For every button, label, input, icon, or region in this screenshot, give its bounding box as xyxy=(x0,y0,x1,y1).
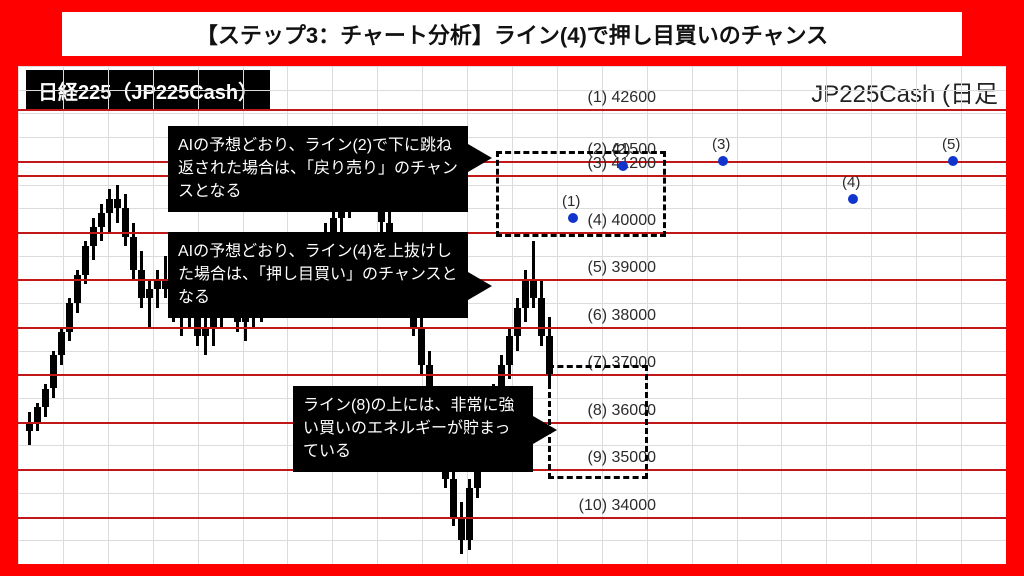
price-line-label: (10) 34000 xyxy=(579,497,656,515)
grid-line-v xyxy=(108,66,109,564)
highlight-box xyxy=(548,365,648,479)
price-line: (10) 34000 xyxy=(18,517,1006,519)
candlestick xyxy=(60,327,63,365)
candlestick xyxy=(100,204,103,242)
callout-c2: AIの予想どおり、ライン(2)で下に跳ね返された場合は、「戻り売り」のチャンスと… xyxy=(168,126,468,212)
candlestick xyxy=(76,270,79,313)
grid-line-v xyxy=(63,66,64,564)
grid-line-v xyxy=(18,66,19,564)
price-line: (1) 42600 xyxy=(18,109,1006,111)
prediction-dot-label: (5) xyxy=(942,136,960,153)
prediction-dot: (1) xyxy=(568,213,578,223)
prediction-dot-label: (2) xyxy=(612,141,630,158)
candlestick xyxy=(84,241,87,284)
prediction-dot: (5) xyxy=(948,156,958,166)
callout-arrow-icon xyxy=(533,416,557,444)
price-line: (6) 38000 xyxy=(18,327,1006,329)
candlestick xyxy=(156,270,159,308)
callout-c8: ライン(8)の上には、非常に強い買いのエネルギーが貯まっている xyxy=(293,386,533,472)
candlestick xyxy=(116,185,119,223)
grid-line-v xyxy=(153,66,154,564)
price-line-label: (6) 38000 xyxy=(588,307,657,325)
grid-line-v xyxy=(961,66,962,564)
callout-arrow-icon xyxy=(468,272,492,300)
prediction-dot: (3) xyxy=(718,156,728,166)
prediction-dot-label: (1) xyxy=(562,193,580,210)
price-line: (7) 37000 xyxy=(18,374,1006,376)
candlestick xyxy=(68,298,71,341)
price-line-label: (1) 42600 xyxy=(588,89,657,107)
candlestick xyxy=(524,270,527,322)
candlestick xyxy=(164,256,167,299)
chart-area: 日経225（JP225Cash） JP225Cash (日足 (1) 42600… xyxy=(18,66,1006,564)
callout-c4: AIの予想どおり、ライン(4)を上抜けした場合は、「押し目買い」のチャンスとなる xyxy=(168,232,468,318)
candlestick xyxy=(148,279,151,326)
grid-line-v xyxy=(871,66,872,564)
page-title: 【ステップ3：チャート分析】ライン(4)で押し目買いのチャンス xyxy=(62,12,962,56)
candlestick xyxy=(460,502,463,554)
prediction-dot-label: (4) xyxy=(842,174,860,191)
frame: 【ステップ3：チャート分析】ライン(4)で押し目買いのチャンス 日経225（JP… xyxy=(0,0,1024,576)
grid-line-v xyxy=(916,66,917,564)
candlestick xyxy=(468,479,471,550)
candlestick xyxy=(508,327,511,379)
candlestick xyxy=(92,218,95,261)
grid-line-v xyxy=(826,66,827,564)
candlestick xyxy=(36,403,39,431)
candlestick xyxy=(532,241,535,307)
grid-line-v xyxy=(512,66,513,564)
grid-line-v xyxy=(737,66,738,564)
candlestick xyxy=(44,384,47,417)
candlestick xyxy=(204,317,207,355)
grid-line-v xyxy=(557,66,558,564)
price-line: (5) 39000 xyxy=(18,279,1006,281)
highlight-box xyxy=(496,151,666,236)
prediction-dot: (4) xyxy=(848,194,858,204)
candlestick xyxy=(28,412,31,445)
symbol-timeframe: JP225Cash (日足 xyxy=(811,74,998,109)
prediction-dot-label: (3) xyxy=(712,136,730,153)
prediction-dot: (2) xyxy=(618,161,628,171)
candlestick xyxy=(108,189,111,232)
candlestick xyxy=(540,279,543,345)
candlestick xyxy=(124,194,127,246)
callout-arrow-icon xyxy=(468,144,492,172)
candlestick xyxy=(516,298,519,350)
candlestick xyxy=(420,313,423,375)
price-line-label: (5) 39000 xyxy=(588,259,657,277)
grid-line-v xyxy=(781,66,782,564)
grid-line-v xyxy=(692,66,693,564)
